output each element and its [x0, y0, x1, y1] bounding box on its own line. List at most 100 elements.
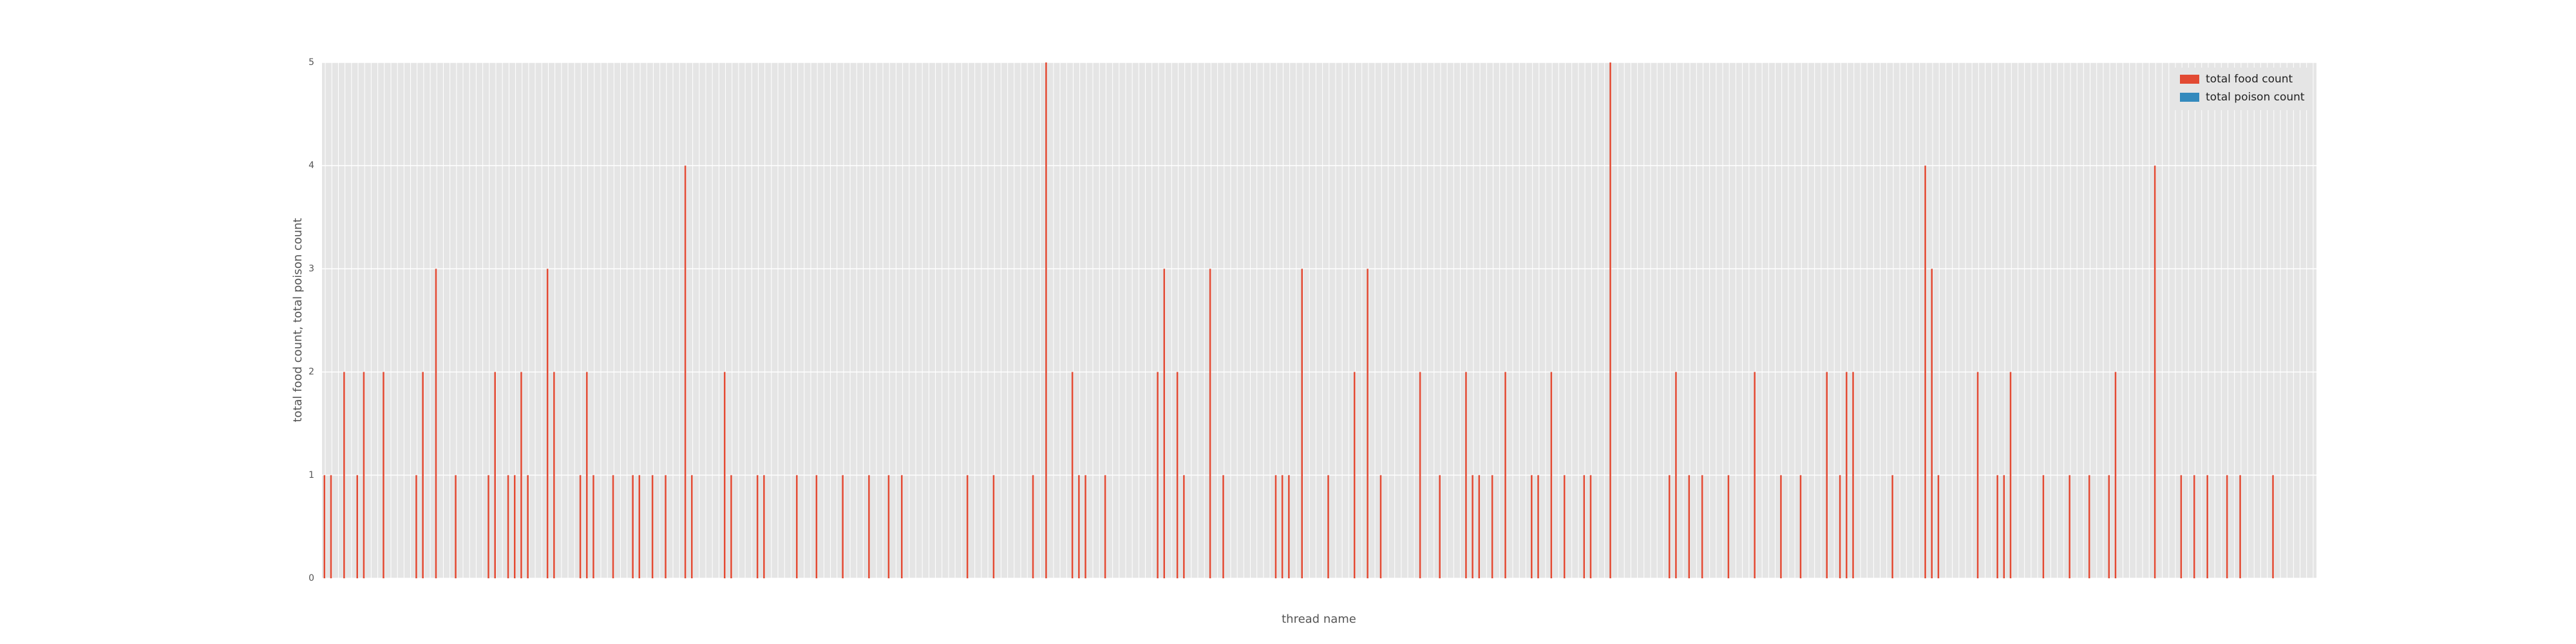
bar: [2003, 475, 2005, 578]
bar: [1931, 269, 1933, 578]
bar: [507, 475, 509, 578]
bar: [730, 475, 732, 578]
bar: [2193, 475, 2195, 578]
bar: [1222, 475, 1224, 578]
bar: [1071, 372, 1074, 578]
bar: [1589, 475, 1592, 578]
bar: [1353, 372, 1356, 578]
y-tick-label: 0: [308, 573, 314, 583]
bar: [1668, 475, 1671, 578]
bar: [2154, 166, 2156, 578]
bar: [1754, 372, 1756, 578]
bar: [1472, 475, 1473, 578]
bar: [455, 475, 457, 578]
bar: [1996, 475, 1998, 578]
bar: [383, 372, 384, 578]
bar: [842, 475, 844, 578]
plot-area: [322, 62, 2316, 578]
bar: [1084, 475, 1086, 578]
bar: [1439, 475, 1441, 578]
bar: [553, 372, 555, 578]
y-axis-label: total food count, total poison count: [291, 218, 305, 422]
y-tick-label: 4: [308, 160, 314, 171]
bar: [868, 475, 870, 578]
bar: [632, 475, 634, 578]
bar: [1531, 475, 1533, 578]
bar: [966, 475, 969, 578]
bar: [763, 475, 765, 578]
bar: [323, 475, 326, 578]
bar: [1367, 269, 1368, 578]
bar: [1583, 475, 1586, 578]
bar: [1852, 372, 1854, 578]
bar: [1799, 475, 1802, 578]
bar: [1891, 475, 1893, 578]
bar: [1209, 269, 1211, 578]
bar: [330, 475, 332, 578]
bar: [1032, 475, 1034, 578]
bar: [1537, 475, 1539, 578]
bar: [435, 269, 437, 578]
bar: [901, 475, 903, 578]
bar: [2108, 475, 2110, 578]
bar: [1281, 475, 1283, 578]
bar: [363, 372, 365, 578]
bar: [2206, 475, 2208, 578]
bar: [1846, 372, 1848, 578]
bar: [494, 372, 496, 578]
legend-label: total food count: [2206, 73, 2293, 86]
bar: [343, 372, 345, 578]
y-tick-label: 2: [308, 367, 314, 377]
bar: [520, 372, 522, 578]
bar: [586, 372, 588, 578]
bar: [1104, 475, 1106, 578]
bar: [1478, 475, 1481, 578]
bar: [422, 372, 424, 578]
bar: [2088, 475, 2090, 578]
bar: [992, 475, 995, 578]
bar: [1504, 372, 1506, 578]
y-tick-label: 3: [308, 263, 314, 274]
y-tick-label: 1: [308, 470, 314, 480]
bar: [1675, 372, 1677, 578]
bar: [1176, 372, 1179, 578]
bar: [1937, 475, 1940, 578]
bar: [1491, 475, 1493, 578]
bar: [1701, 475, 1703, 578]
bar: [527, 475, 529, 578]
bar: [579, 475, 582, 578]
bar: [1976, 372, 1979, 578]
bar: [796, 475, 798, 578]
bar: [1274, 475, 1277, 578]
bar: [1183, 475, 1185, 578]
bar: [1419, 372, 1421, 578]
bar: [513, 475, 516, 578]
bar: [665, 475, 667, 578]
bar: [546, 269, 549, 578]
bar: [1550, 372, 1553, 578]
bar: [1379, 475, 1382, 578]
legend-label: total poison count: [2206, 91, 2305, 104]
bar: [2239, 475, 2241, 578]
bar: [1609, 62, 1611, 578]
bar: [1924, 166, 1926, 578]
bar: [2226, 475, 2228, 578]
bar: [356, 475, 359, 578]
bar: [592, 475, 594, 578]
bar: [1563, 475, 1566, 578]
bar: [2042, 475, 2045, 578]
bar: [1157, 372, 1159, 578]
bar: [2069, 475, 2070, 578]
bar: [1839, 475, 1841, 578]
bar: [488, 475, 489, 578]
bar: [1465, 372, 1467, 578]
bar: [1163, 269, 1166, 578]
bar: [815, 475, 818, 578]
bar: [2272, 475, 2274, 578]
bar: [651, 475, 654, 578]
bar: [2180, 475, 2183, 578]
bar: [691, 475, 693, 578]
bar: [1826, 372, 1828, 578]
